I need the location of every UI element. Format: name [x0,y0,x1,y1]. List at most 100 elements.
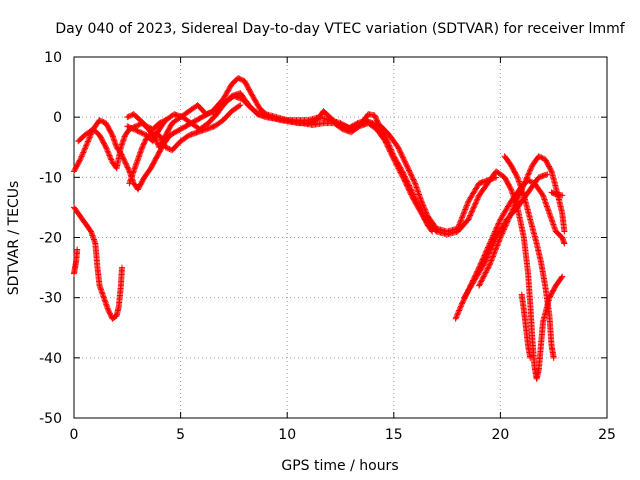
data-point [458,302,465,309]
data-point [406,187,413,194]
data-point [96,117,103,124]
data-point [106,152,113,159]
data-point [456,307,463,314]
data-point [410,176,417,183]
y-tick-label: -40 [39,351,62,367]
data-point [237,76,244,83]
data-point [491,250,498,257]
data-point [399,153,406,160]
data-point [410,177,417,184]
data-point [550,354,557,361]
data-point [80,149,87,156]
data-point [388,151,395,158]
data-point [226,84,233,91]
data-point [251,96,258,103]
data-point [507,185,514,192]
data-point [107,311,114,318]
data-point [513,173,520,180]
data-point [398,150,405,157]
data-point [152,130,159,137]
data-point [508,209,515,216]
data-point [485,251,492,258]
data-point [387,148,394,155]
data-point [418,198,425,205]
data-point [455,308,462,315]
data-point [403,181,410,188]
data-point [137,129,144,136]
data-point [161,117,168,124]
data-point [139,144,146,151]
series-track-10 [476,153,568,289]
data-point [121,158,128,165]
data-point [162,117,169,124]
data-point [484,265,491,272]
data-point [394,162,401,169]
axes: 0 5 10 15 20 25 -50 -40 -30 -20 -10 0 10 [39,50,616,443]
series-track-7 [71,246,81,277]
data-point [481,259,488,266]
data-point [384,142,391,149]
data-point [535,153,542,160]
data-point [492,248,499,255]
data-point [511,202,518,209]
data-point [104,148,111,155]
data-point [395,145,402,152]
data-point [253,100,260,107]
data-point [250,95,257,102]
data-point [156,120,163,127]
data-point [513,198,520,205]
data-point [407,171,414,178]
data-point [509,207,516,214]
data-point [108,157,115,164]
data-point [499,230,506,237]
data-point [396,168,403,175]
data-point [102,144,109,151]
data-point [85,137,92,144]
data-point [123,163,130,170]
data-point [480,274,487,281]
data-point [236,102,243,109]
data-point [464,201,471,208]
data-point [223,91,230,98]
y-axis-label: SDTVAR / TECUs [6,181,22,296]
data-point [456,306,463,313]
data-point [454,310,461,317]
data-point [392,160,399,167]
data-point [125,123,132,130]
data-point [453,312,460,319]
data-point [125,165,132,172]
data-point [474,196,481,203]
data-point [495,238,502,245]
data-point [476,282,483,289]
data-point [405,186,412,193]
data-point [125,113,132,120]
data-point [135,128,142,135]
data-point [410,196,417,203]
data-point [467,212,474,219]
data-point [105,307,112,314]
data-point [458,215,465,222]
data-point [397,169,404,176]
data-point [480,273,487,280]
data-point [390,156,397,163]
data-point [413,201,420,208]
data-point [527,354,534,361]
data-point [414,202,421,209]
data-point [537,153,544,160]
data-point [105,151,112,158]
data-point [559,273,566,280]
data-point [508,210,515,217]
data-point [494,241,501,248]
data-point [466,215,473,222]
data-point [77,156,84,163]
data-point [385,144,392,151]
data-point [408,191,415,198]
data-point [404,183,411,190]
data-point [504,218,511,225]
data-point [470,205,477,212]
data-point [559,192,566,199]
data-point [496,219,503,226]
data-point [495,220,502,227]
data-point [129,125,136,132]
